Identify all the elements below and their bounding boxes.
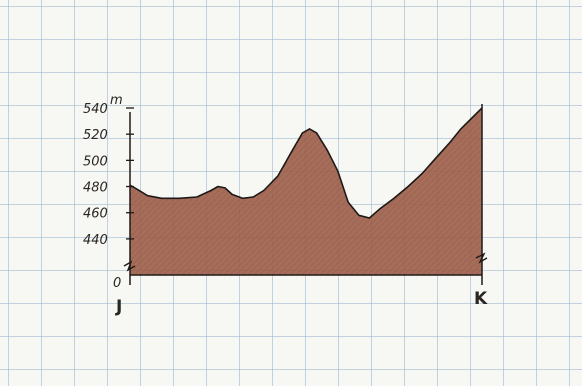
profile-point [147, 195, 149, 197]
end-point-label: K [474, 289, 488, 309]
area-shading-stroke [421, 114, 482, 275]
profile-point [210, 189, 212, 192]
profile-point [231, 193, 233, 195]
area-shading-stroke [367, 114, 482, 275]
area-shading-stroke [361, 114, 482, 275]
area-shading-stroke [325, 114, 482, 275]
profile-point [178, 197, 180, 199]
profile-point [277, 175, 279, 177]
profile-point [337, 170, 339, 172]
y-tick-label: 460 [83, 207, 108, 222]
profile-point [347, 201, 349, 203]
elevation-area [130, 108, 482, 275]
profile-point [136, 188, 138, 190]
area-shading-stroke [0, 115, 96, 275]
area-shading-stroke [403, 114, 482, 275]
profile-point [407, 185, 409, 188]
area-shading-stroke [319, 114, 481, 275]
area-shading-stroke [130, 114, 145, 275]
area-shading-stroke [0, 115, 90, 275]
profile-point [460, 128, 462, 130]
y-tick-label: 480 [83, 181, 108, 196]
area-shading-stroke [355, 114, 482, 275]
profile-point [291, 150, 293, 152]
profile-point [393, 197, 395, 199]
y-tick-label: 540 [83, 102, 108, 117]
area-shading-stroke [130, 114, 139, 275]
profile-point [326, 149, 328, 151]
area-shading-stroke [331, 114, 482, 275]
y-tick-label: 440 [83, 233, 108, 248]
profile-point [435, 157, 437, 159]
area-shading-stroke [439, 114, 482, 275]
profile-point [358, 214, 360, 216]
area-shading-stroke [181, 114, 343, 275]
y-tick-label: 0 [113, 276, 121, 291]
area-shading-stroke [343, 114, 482, 275]
area-shading-stroke [415, 114, 482, 275]
profile-point [224, 187, 226, 189]
area-shading-stroke [451, 114, 482, 275]
area-shading-stroke [391, 114, 482, 275]
area-shading-stroke [385, 114, 482, 275]
area-shading-stroke [373, 114, 482, 275]
y-tick-label: 500 [83, 154, 108, 169]
profile-point [161, 197, 163, 199]
area-shading-stroke [409, 114, 482, 275]
area-shading-stroke [130, 114, 151, 275]
profile-point [301, 132, 304, 134]
axis-break-right [475, 252, 488, 264]
area-shading-stroke [445, 114, 482, 275]
profile-point [242, 197, 244, 199]
area-shading-stroke [475, 114, 482, 275]
area-shading-stroke [379, 114, 482, 275]
area-shading-stroke [397, 114, 482, 275]
profile-point [316, 132, 318, 134]
area-shading-stroke [349, 114, 482, 275]
profile-point [470, 117, 472, 120]
profile-point [449, 141, 451, 143]
area-shading-stroke [469, 114, 482, 275]
area-shading-stroke [130, 114, 133, 275]
profile-point [379, 208, 381, 210]
profile-point [308, 128, 311, 130]
y-unit-label: m [110, 93, 123, 108]
area-shading-stroke [337, 114, 482, 275]
profile-point [217, 185, 219, 188]
profile-point [421, 172, 423, 175]
area-shading-stroke [427, 114, 482, 275]
profile-point [368, 217, 370, 219]
profile-point [196, 196, 198, 198]
start-point-label: J [115, 297, 122, 317]
y-tick-label: 520 [83, 128, 108, 143]
axis-break-left [123, 260, 136, 272]
profile-point [263, 189, 265, 192]
area-shading-stroke [433, 114, 482, 275]
elevation-profile-line [129, 107, 483, 219]
profile-point [252, 196, 254, 198]
